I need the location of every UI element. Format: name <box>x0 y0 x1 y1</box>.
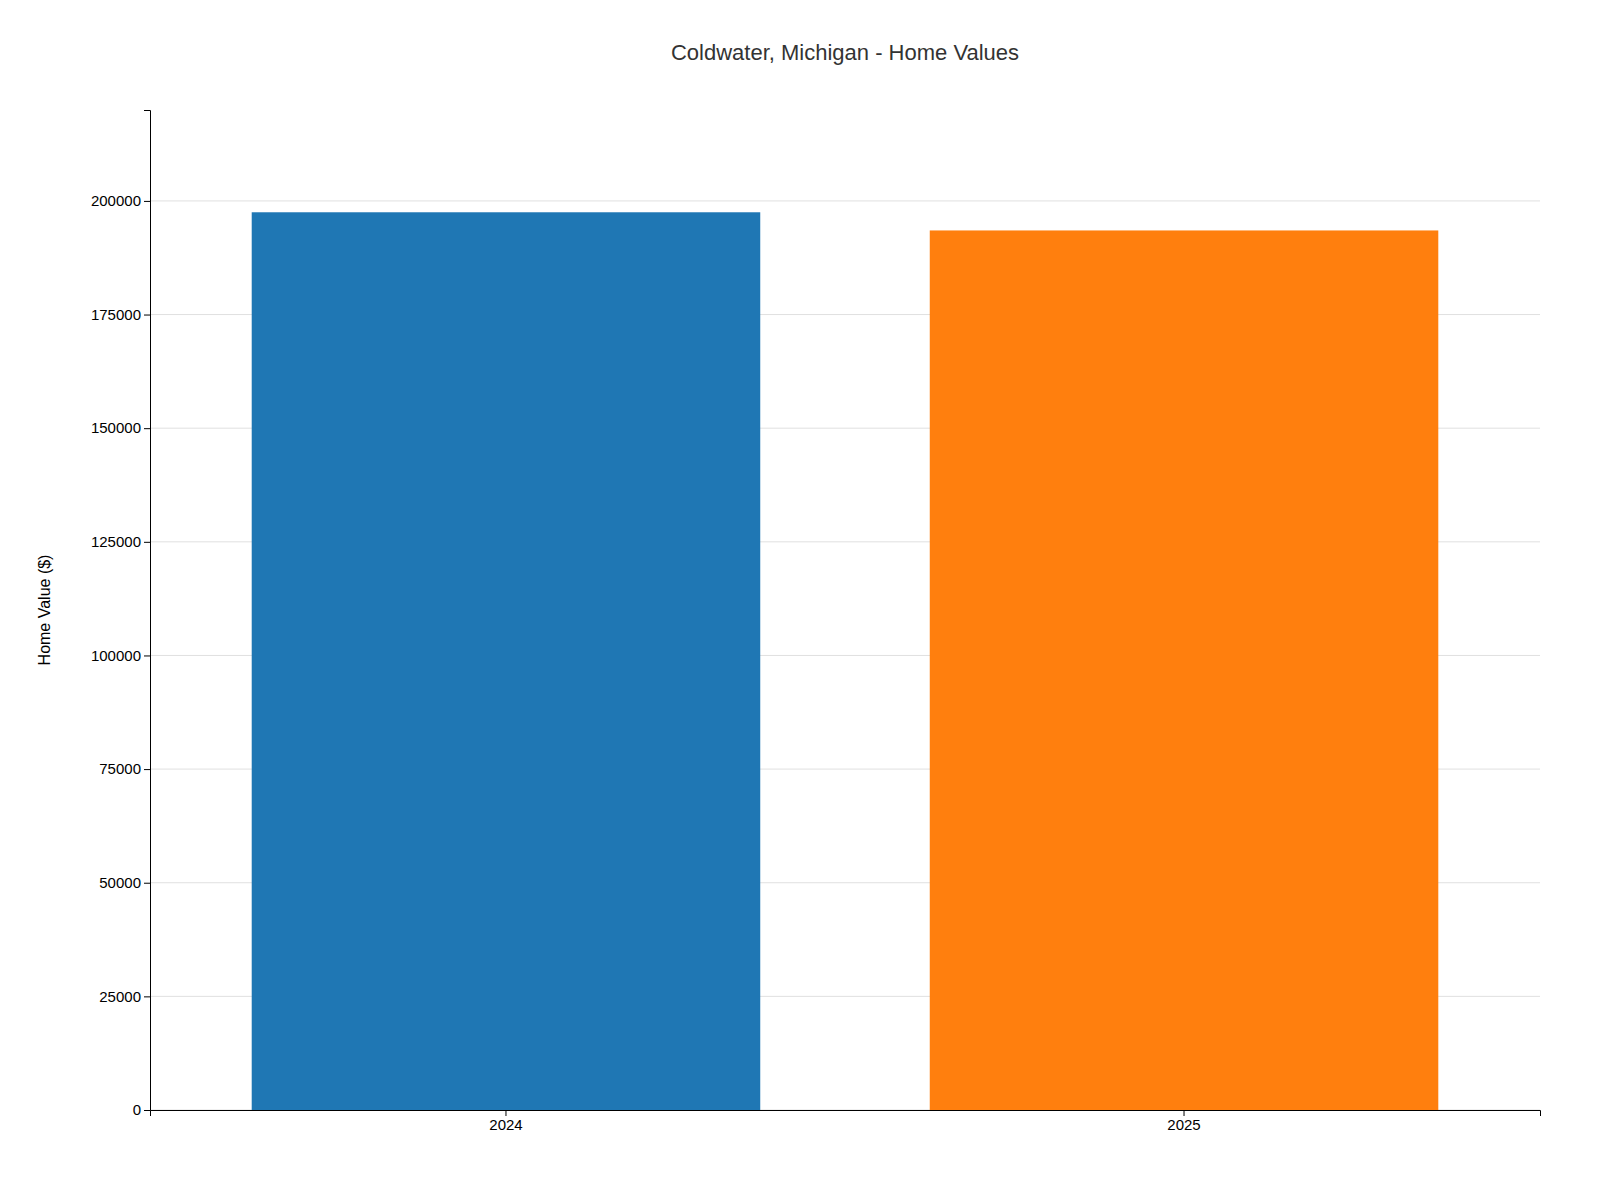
y-tick-label: 25000 <box>99 988 141 1005</box>
y-axis-title: Home Value ($) <box>36 555 53 666</box>
bar <box>252 212 761 1110</box>
x-axis-line <box>151 1111 1541 1117</box>
y-tick: 0 <box>133 1101 150 1118</box>
title: Coldwater, Michigan - Home Values <box>671 40 1019 65</box>
x-tick: 2024 <box>489 1110 522 1133</box>
y-tick: 100000 <box>91 647 150 664</box>
x-axis: 2024 2025 <box>151 1110 1541 1133</box>
y-tick-mark <box>144 315 150 316</box>
y-tick-label: 175000 <box>91 306 141 323</box>
x-tick-label: 2025 <box>1167 1116 1200 1133</box>
y-axis-line <box>144 111 151 1111</box>
y-tick-mark <box>144 655 150 656</box>
bar <box>930 230 1439 1110</box>
grid-line <box>150 200 1540 201</box>
y-axis: 0 25000 50000 75000 100000 125000 150000 175000… <box>91 111 151 1119</box>
y-tick: 175000 <box>91 306 150 323</box>
y-tick: 50000 <box>99 874 150 891</box>
chart: 0 25000 50000 75000 100000 125000 150000 175000… <box>0 0 1600 1200</box>
y-tick-label: 50000 <box>99 874 141 891</box>
y-tick-label: 0 <box>133 1101 141 1118</box>
y-tick-mark <box>144 996 150 997</box>
y-tick: 25000 <box>99 988 150 1005</box>
y-tick: 125000 <box>91 533 150 550</box>
grid <box>150 201 1540 1110</box>
y-tick-mark <box>144 769 150 770</box>
y-tick-label: 200000 <box>91 192 141 209</box>
y-tick-label: 150000 <box>91 419 141 436</box>
plot: 0 25000 50000 75000 100000 125000 150000 175000… <box>91 111 1541 1133</box>
bars <box>252 212 1439 1110</box>
y-tick-mark <box>144 1110 150 1111</box>
y-tick-mark <box>144 883 150 884</box>
y-tick-label: 100000 <box>91 647 141 664</box>
y-tick-label: 125000 <box>91 533 141 550</box>
x-tick: 2025 <box>1167 1110 1200 1133</box>
y-tick-mark <box>144 428 150 429</box>
x-tick-label: 2024 <box>489 1116 522 1133</box>
y-tick-label: 75000 <box>99 760 141 777</box>
y-tick-mark <box>144 542 150 543</box>
y-tick: 200000 <box>91 192 150 209</box>
y-tick: 75000 <box>99 760 150 777</box>
y-tick: 150000 <box>91 419 150 436</box>
y-tick-mark <box>144 201 150 202</box>
